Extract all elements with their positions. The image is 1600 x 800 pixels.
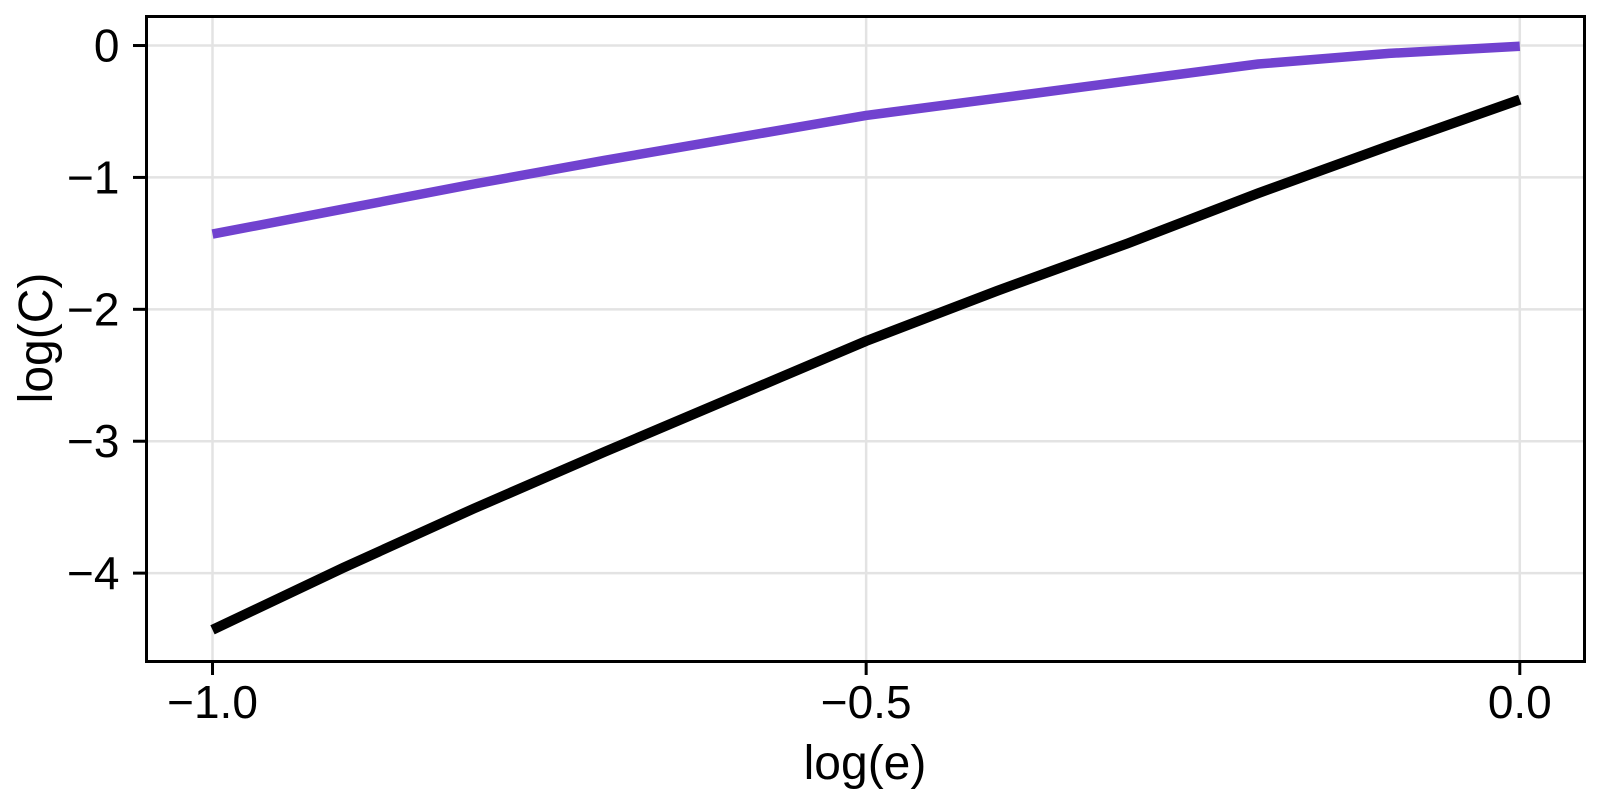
x-tick-label: −0.5	[821, 676, 912, 728]
tick-marks-group	[133, 44, 1522, 675]
y-tick-label: −1	[67, 151, 119, 203]
x-tick-label: 0.0	[1488, 676, 1552, 728]
x-tick-label: −1.0	[167, 676, 258, 728]
y-tick-label: −3	[67, 415, 119, 467]
y-tick-label: −4	[67, 547, 119, 599]
y-tick-label: −2	[67, 283, 119, 335]
y-tick-label: 0	[94, 20, 120, 72]
plot-frame	[145, 15, 1586, 663]
series-group	[210, 41, 1522, 635]
series-upper-purple-line	[211, 41, 1521, 239]
tick-labels-group: −1.0 −0.5 0.0 0 −1 −2 −3 −4	[67, 20, 1552, 728]
gridlines-group	[146, 16, 1585, 662]
series-lower-black-line	[210, 94, 1522, 635]
x-axis-label: log(e)	[804, 737, 927, 790]
y-axis-label: log(C)	[10, 273, 63, 404]
